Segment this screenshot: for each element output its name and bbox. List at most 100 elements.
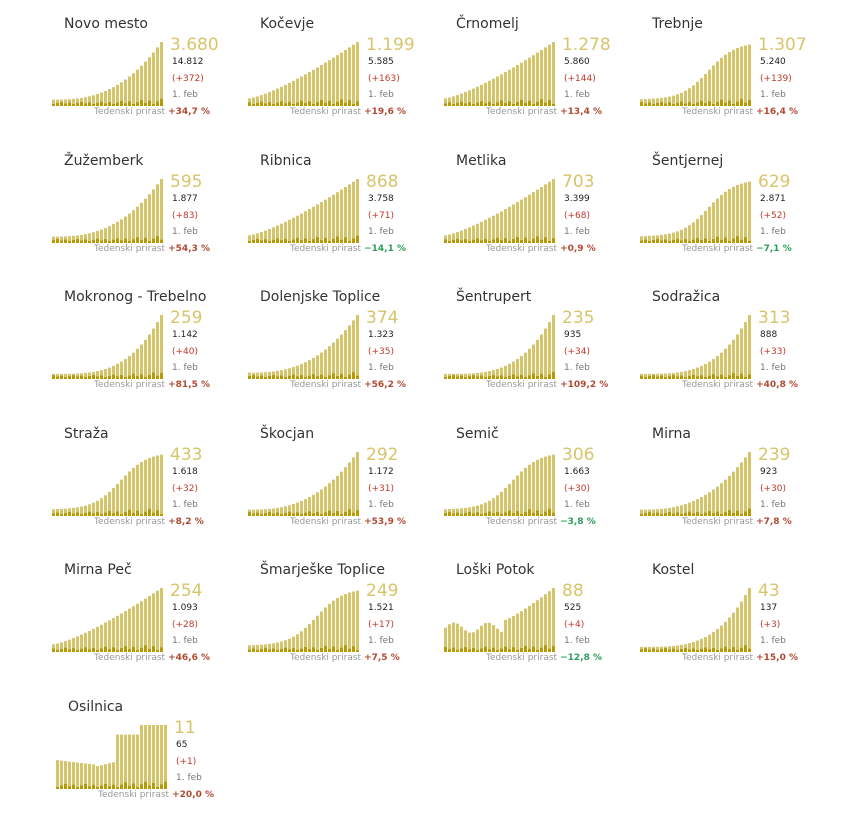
sparkline-chart [640,311,752,379]
active-cases-bar [88,630,91,652]
active-cases-bar [744,322,747,379]
active-cases-bar [72,235,75,243]
new-cases-bar [328,375,331,379]
active-cases-bar [508,69,511,106]
new-cases-bar [328,100,331,106]
new-cases-bar [140,513,143,516]
active-cases-bar [512,479,515,516]
active-cases-bar [344,466,347,516]
active-cases-bar [84,97,87,106]
new-cases-bar [344,645,347,652]
active-cases-bar [280,370,283,379]
active-cases-bar [268,371,271,379]
new-cases-bar [308,510,311,516]
active-cases-bar [288,368,291,379]
new-cases-bar [644,648,647,652]
active-cases-bar [496,76,499,106]
active-cases-bar [552,315,555,379]
new-cases-bar [696,237,699,243]
active-cases-bar [340,189,343,243]
new-cases-bar [312,104,315,106]
new-cases-bar [152,104,155,106]
active-cases-bar [128,212,131,243]
new-cases-bar [120,648,123,652]
active-cases-bar [248,645,251,652]
new-cases-bar [96,238,99,243]
new-cases-bar [460,239,463,243]
active-cases-bar [148,334,151,379]
active-cases-bar [444,627,447,652]
active-cases-bar [508,483,511,516]
new-cases-bar [260,101,263,106]
new-cases-bar [456,238,459,243]
active-cases-bar [460,507,463,516]
active-cases-bar [120,218,123,243]
active-cases-bar [136,69,139,106]
new-cases-bar [660,239,663,243]
new-cases-bar [152,512,155,516]
active-cases-bar [152,456,155,516]
active-cases-bar [136,206,139,243]
new-cases-bar [156,786,159,789]
active-cases-bar [680,504,683,516]
new-cases-bar [656,376,659,379]
active-cases-bar [684,371,687,379]
new-cases-bar [708,240,711,243]
active-cases-bar [332,57,335,106]
date-label: 1. feb [172,90,198,100]
new-cases-bar [472,239,475,243]
new-cases-bar [68,102,71,106]
active-cases-bar [252,509,255,516]
weekly-growth: Tedenski prirast +7,8 % [682,517,792,527]
active-cases-value: 254 [170,581,203,601]
active-cases-bar [704,636,707,652]
new-cases-bar [536,650,539,652]
sparkline-chart [52,584,164,652]
new-cases-bar [696,650,699,652]
active-cases-bar [500,74,503,106]
new-cases-bar [328,510,331,516]
new-cases-bar [312,374,315,379]
new-cases-bar [544,511,547,516]
active-cases-bar [348,325,351,379]
new-cases-bar [80,648,83,652]
active-cases-bar [328,482,331,516]
weekly-growth: Tedenski prirast +8,2 % [94,517,204,527]
new-cases-bar [288,101,291,106]
active-cases-bar [516,201,519,243]
active-cases-bar [320,201,323,243]
new-cases-bar [516,510,519,516]
new-cases-bar [52,513,55,516]
new-cases-bar [336,236,339,243]
new-cases-bar [268,511,271,516]
new-cases-bar [496,376,499,379]
active-cases-bar [108,620,111,652]
new-cases-bar [748,508,751,516]
date-label: 1. feb [368,226,394,237]
new-cases-bar [332,238,335,243]
new-cases-bar [456,102,459,106]
active-cases-bar [312,206,315,243]
municipality-panel: Črnomelj 1.278 5.860 (+144) 1. feb Tedenski p… [444,0,640,136]
municipality-name: Žužemberk [64,152,144,169]
active-cases-bar [748,315,751,379]
active-cases-bar [156,47,159,106]
new-cases-bar [488,240,491,243]
daily-delta-value: (+33) [760,347,787,357]
new-cases-bar [540,513,543,516]
active-cases-bar [464,507,467,516]
active-cases-bar [92,95,95,106]
new-cases-bar [52,375,55,379]
active-cases-bar [132,352,135,379]
new-cases-bar [84,103,87,106]
active-cases-bar [740,46,743,106]
active-cases-bar [148,595,151,652]
new-cases-bar [672,648,675,652]
active-cases-bar [92,763,95,789]
daily-delta-value: (+3) [760,620,781,630]
new-cases-bar [516,376,519,379]
active-cases-bar [488,371,491,379]
active-cases-bar [524,352,527,379]
active-cases-bar [112,761,115,789]
new-cases-bar [476,102,479,106]
